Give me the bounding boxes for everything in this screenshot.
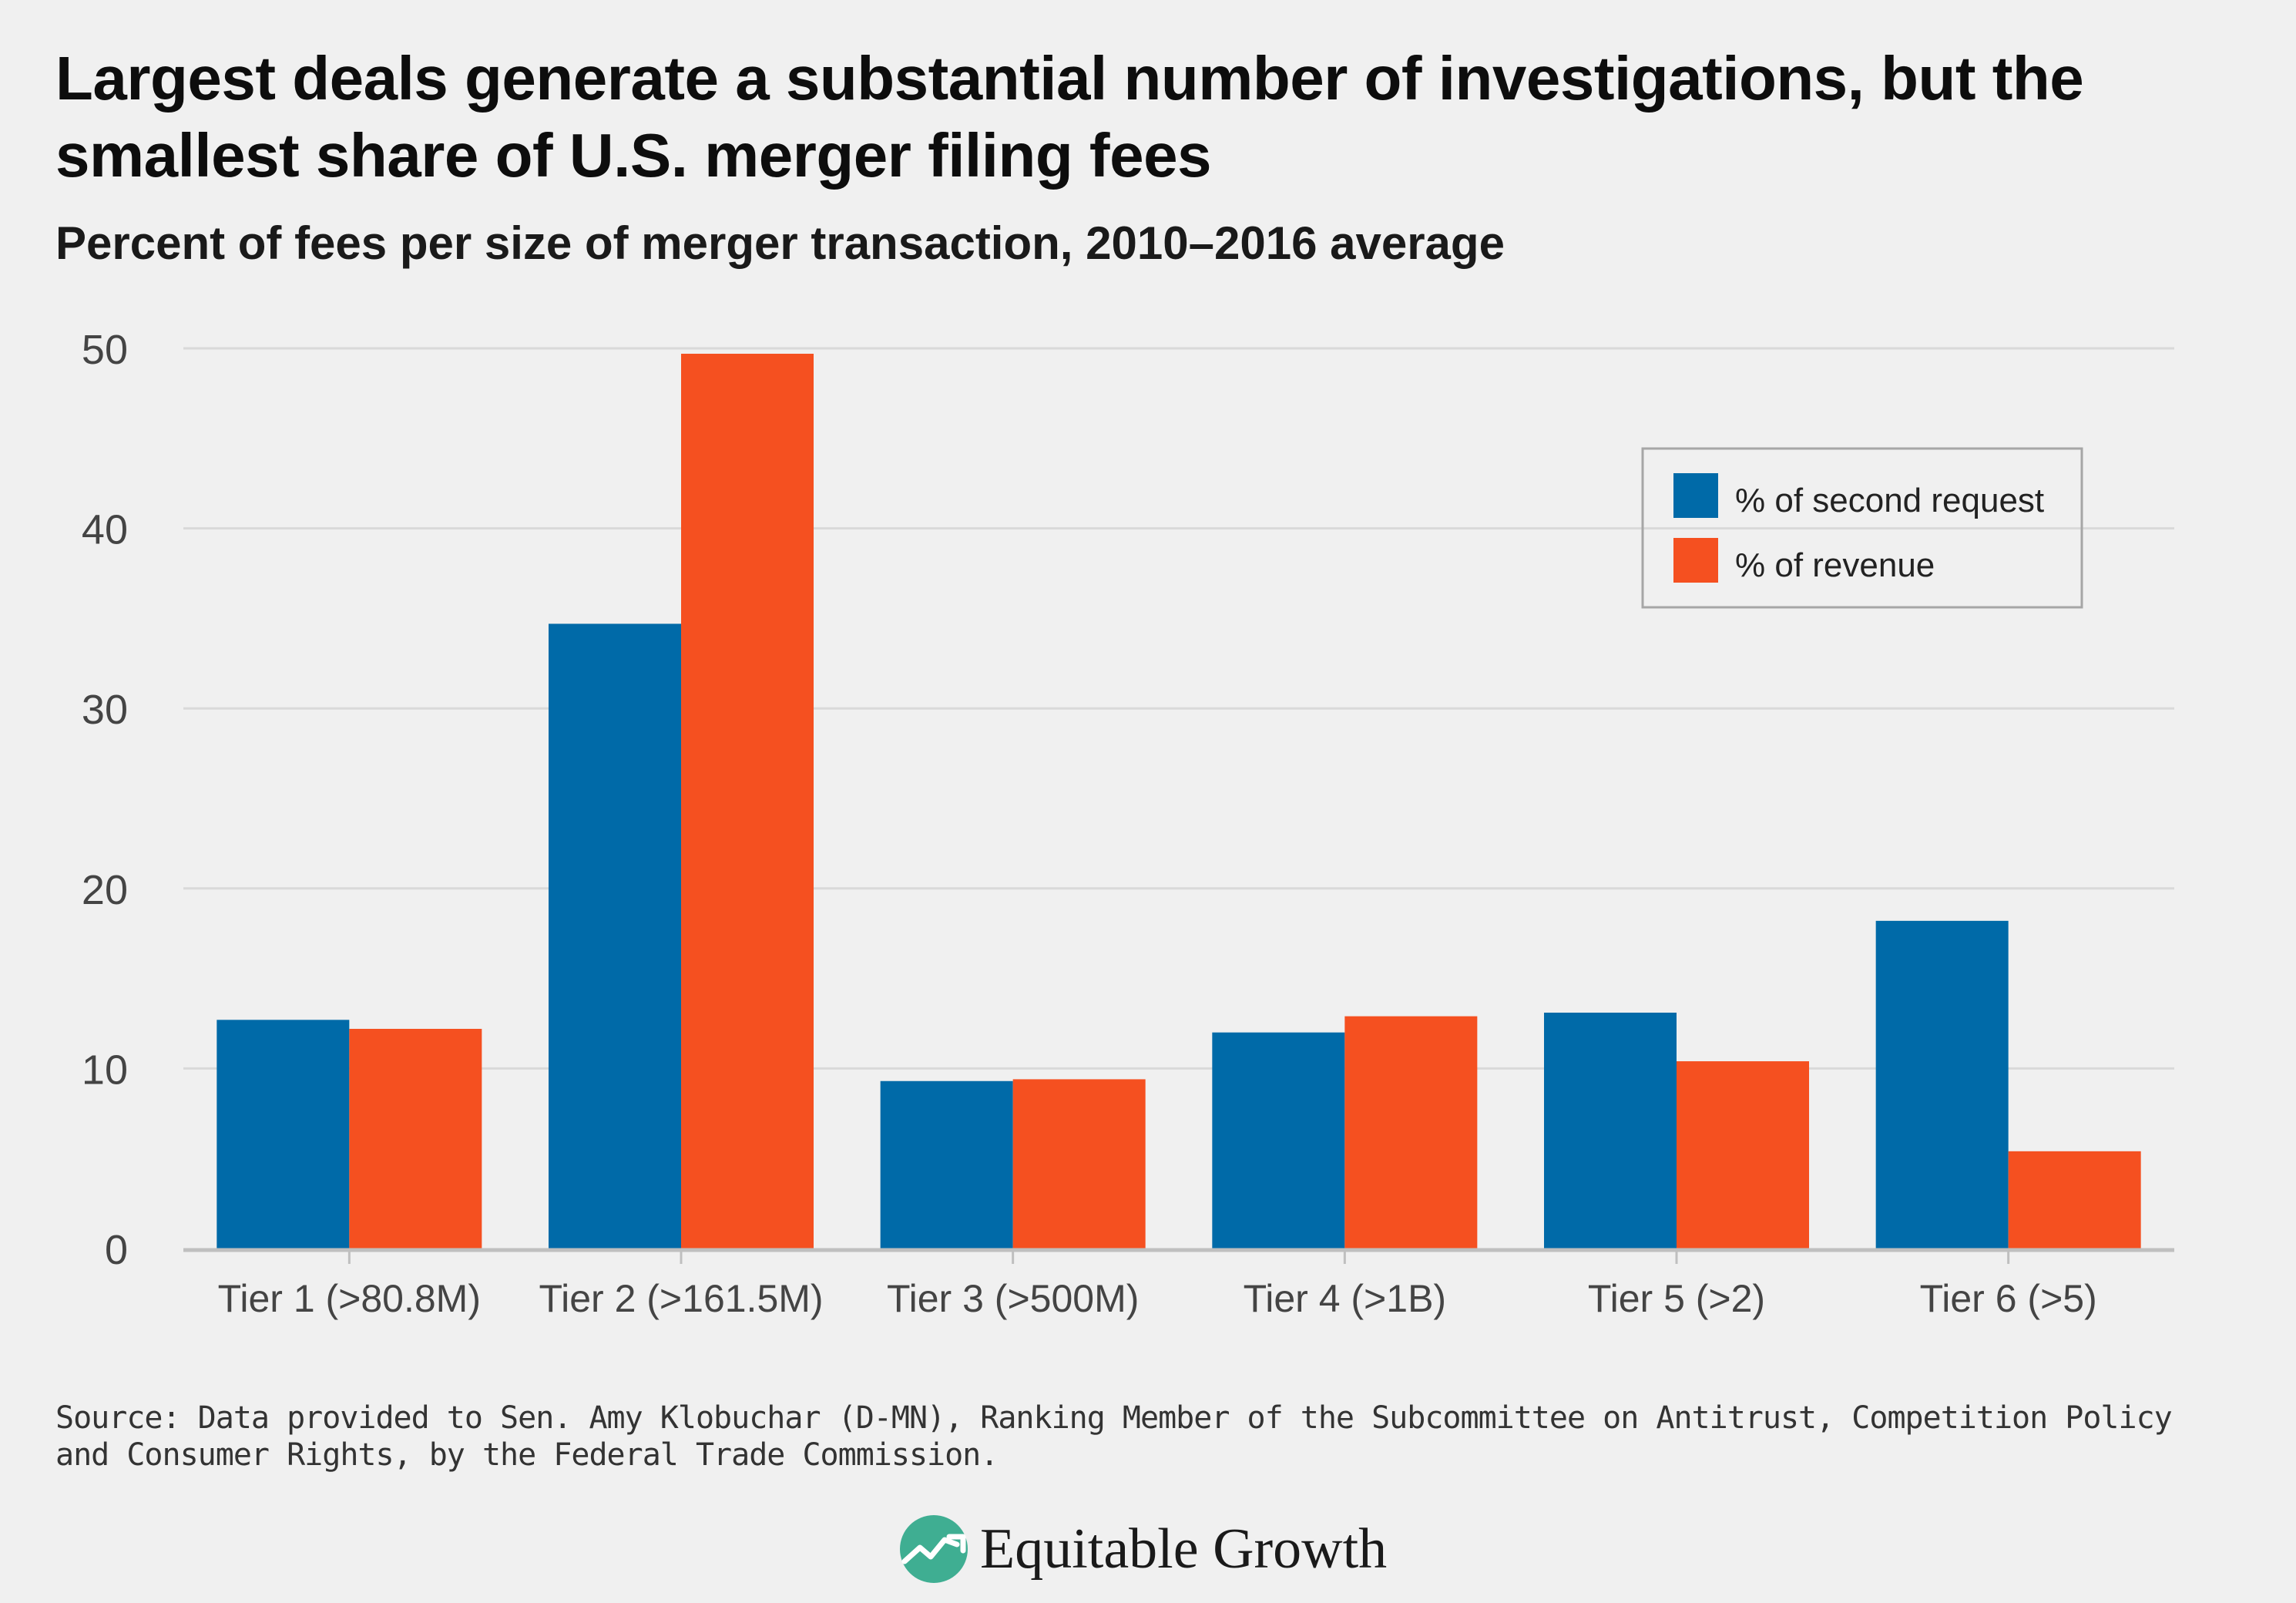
bar-revenue bbox=[1012, 1079, 1146, 1248]
bar-revenue bbox=[1677, 1061, 1809, 1248]
bar-second-request bbox=[880, 1080, 1013, 1248]
y-tick-label: 20 bbox=[82, 867, 128, 913]
x-tick-label: Tier 4 (>1B) bbox=[1244, 1277, 1447, 1320]
x-tick-label: Tier 2 (>161.5M) bbox=[539, 1277, 823, 1320]
chart-subtitle: Percent of fees per size of merger trans… bbox=[55, 217, 1505, 269]
bar-revenue bbox=[2008, 1151, 2141, 1248]
bar-second-request bbox=[1544, 1012, 1677, 1248]
legend-box bbox=[1641, 447, 2083, 609]
legend-swatch-revenue bbox=[1673, 538, 1718, 583]
legend-label-second-request: % of second request bbox=[1735, 482, 2044, 519]
bar-second-request bbox=[1875, 920, 2009, 1248]
y-axis-ticks: 0 10 20 30 40 50 bbox=[82, 327, 128, 1273]
y-tick-label: 40 bbox=[82, 507, 128, 553]
y-tick-label: 0 bbox=[105, 1227, 128, 1273]
y-tick-label: 10 bbox=[82, 1047, 128, 1093]
growth-chart-logo-icon bbox=[900, 1515, 968, 1583]
bars bbox=[217, 354, 2141, 1248]
gridlines bbox=[183, 347, 2174, 1070]
y-tick-label: 50 bbox=[82, 327, 128, 373]
x-tick-label: Tier 5 (>2) bbox=[1588, 1277, 1765, 1320]
legend-label-revenue: % of revenue bbox=[1735, 546, 1935, 584]
bar-chart: 0 10 20 30 40 50 Tier 1 (>80.8M) Tier 2 (>161.… bbox=[82, 327, 2174, 1320]
bar-second-request bbox=[217, 1020, 350, 1248]
x-axis-ticks: Tier 1 (>80.8M) Tier 2 (>161.5M) Tier 3 (>… bbox=[218, 1252, 2097, 1320]
brand-name: Equitable Growth bbox=[980, 1517, 1388, 1581]
bar-second-request bbox=[1212, 1032, 1345, 1248]
brand-logo: Equitable Growth bbox=[898, 1511, 1387, 1588]
bar-revenue bbox=[349, 1029, 482, 1248]
bar-second-request bbox=[549, 623, 681, 1248]
legend: % of second request % of revenue bbox=[1641, 447, 2083, 609]
x-tick-label: Tier 6 (>5) bbox=[1920, 1277, 2097, 1320]
bar-revenue bbox=[1344, 1016, 1478, 1248]
x-tick-label: Tier 1 (>80.8M) bbox=[218, 1277, 481, 1320]
chart-title: Largest deals generate a substantial num… bbox=[55, 44, 2084, 190]
x-tick-label: Tier 3 (>500M) bbox=[887, 1277, 1139, 1320]
source-note: Source: Data provided to Sen. Amy Klobuc… bbox=[55, 1400, 2173, 1473]
bar-revenue bbox=[681, 354, 814, 1248]
legend-swatch-second-request bbox=[1673, 473, 1718, 518]
y-tick-label: 30 bbox=[82, 687, 128, 733]
